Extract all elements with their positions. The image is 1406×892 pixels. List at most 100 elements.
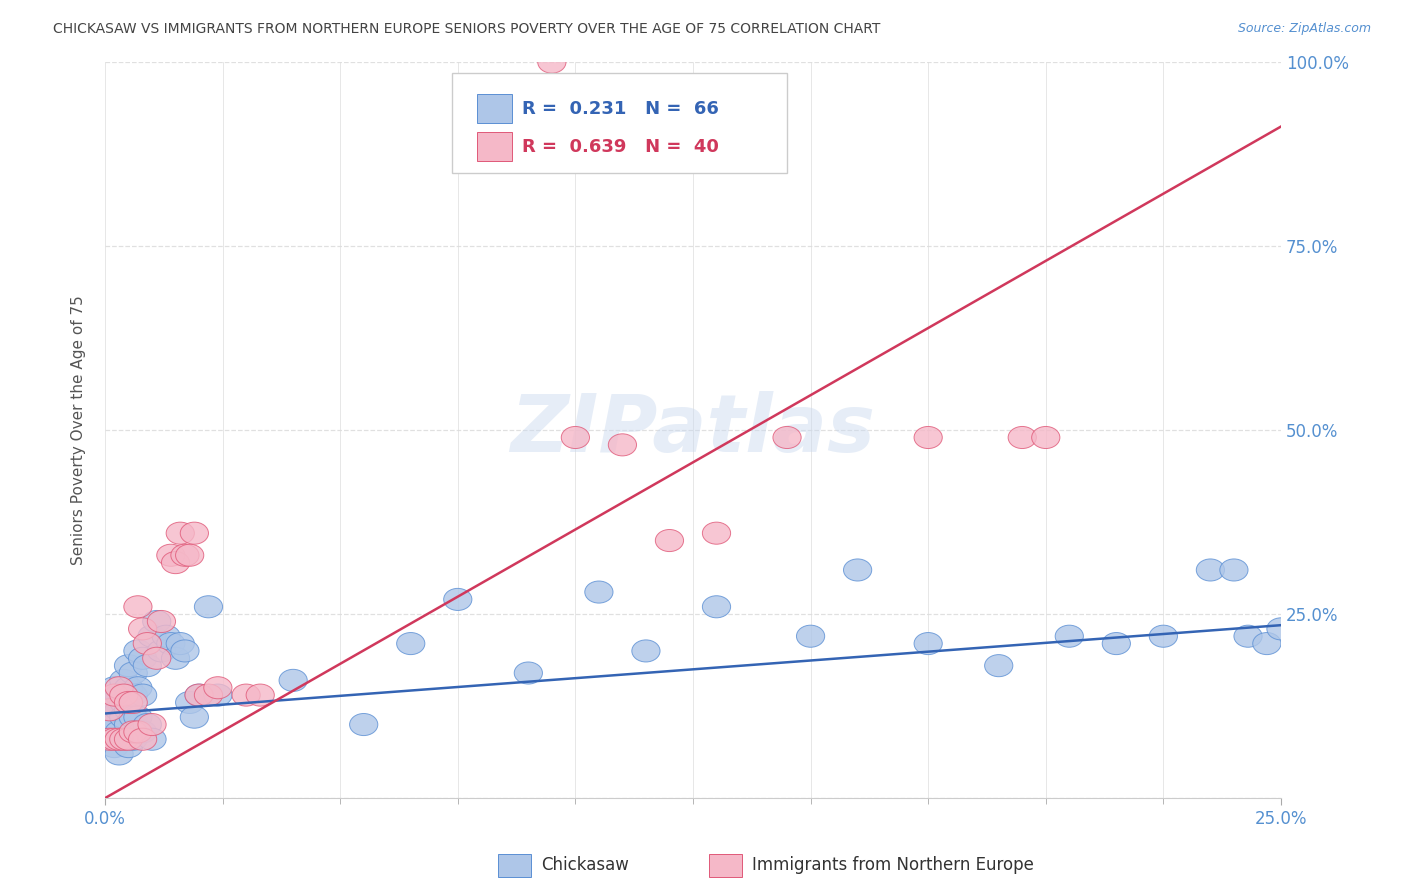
Ellipse shape bbox=[561, 426, 589, 449]
Ellipse shape bbox=[138, 625, 166, 648]
Ellipse shape bbox=[1197, 559, 1225, 581]
Ellipse shape bbox=[703, 522, 731, 544]
Ellipse shape bbox=[515, 662, 543, 684]
Ellipse shape bbox=[152, 625, 180, 648]
Ellipse shape bbox=[120, 684, 148, 706]
Ellipse shape bbox=[120, 662, 148, 684]
FancyBboxPatch shape bbox=[477, 132, 512, 161]
Ellipse shape bbox=[105, 743, 134, 765]
Ellipse shape bbox=[142, 610, 172, 632]
Ellipse shape bbox=[166, 522, 194, 544]
Text: CHICKASAW VS IMMIGRANTS FROM NORTHERN EUROPE SENIORS POVERTY OVER THE AGE OF 75 : CHICKASAW VS IMMIGRANTS FROM NORTHERN EU… bbox=[53, 22, 880, 37]
Ellipse shape bbox=[120, 691, 148, 714]
Ellipse shape bbox=[396, 632, 425, 655]
Ellipse shape bbox=[194, 684, 222, 706]
Text: Immigrants from Northern Europe: Immigrants from Northern Europe bbox=[752, 856, 1033, 874]
Ellipse shape bbox=[96, 728, 124, 750]
Ellipse shape bbox=[537, 51, 567, 73]
Ellipse shape bbox=[162, 551, 190, 574]
Ellipse shape bbox=[134, 714, 162, 736]
Ellipse shape bbox=[180, 706, 208, 728]
Ellipse shape bbox=[156, 632, 186, 655]
Ellipse shape bbox=[100, 691, 128, 714]
Ellipse shape bbox=[100, 677, 128, 698]
Ellipse shape bbox=[984, 655, 1012, 677]
Ellipse shape bbox=[609, 434, 637, 456]
Ellipse shape bbox=[204, 677, 232, 698]
Ellipse shape bbox=[1267, 618, 1295, 640]
Ellipse shape bbox=[114, 698, 142, 721]
Text: R =  0.231   N =  66: R = 0.231 N = 66 bbox=[523, 100, 720, 118]
Ellipse shape bbox=[194, 596, 222, 618]
Text: R =  0.639   N =  40: R = 0.639 N = 40 bbox=[523, 137, 720, 156]
Ellipse shape bbox=[100, 728, 128, 750]
Ellipse shape bbox=[1032, 426, 1060, 449]
Ellipse shape bbox=[128, 728, 156, 750]
Ellipse shape bbox=[176, 691, 204, 714]
Ellipse shape bbox=[114, 691, 142, 714]
Text: Source: ZipAtlas.com: Source: ZipAtlas.com bbox=[1237, 22, 1371, 36]
Ellipse shape bbox=[1008, 426, 1036, 449]
Ellipse shape bbox=[100, 736, 128, 757]
Ellipse shape bbox=[110, 684, 138, 706]
Ellipse shape bbox=[585, 581, 613, 603]
Ellipse shape bbox=[655, 530, 683, 551]
Ellipse shape bbox=[134, 655, 162, 677]
Ellipse shape bbox=[134, 632, 162, 655]
Ellipse shape bbox=[128, 684, 156, 706]
Ellipse shape bbox=[124, 677, 152, 698]
Ellipse shape bbox=[1234, 625, 1263, 648]
Ellipse shape bbox=[128, 721, 156, 743]
Ellipse shape bbox=[142, 648, 172, 669]
Ellipse shape bbox=[105, 728, 134, 750]
Ellipse shape bbox=[100, 714, 128, 736]
Ellipse shape bbox=[114, 677, 142, 698]
Ellipse shape bbox=[1102, 632, 1130, 655]
Ellipse shape bbox=[96, 698, 124, 721]
Ellipse shape bbox=[110, 669, 138, 691]
Ellipse shape bbox=[110, 691, 138, 714]
Ellipse shape bbox=[148, 610, 176, 632]
FancyBboxPatch shape bbox=[451, 73, 787, 172]
Ellipse shape bbox=[156, 544, 186, 566]
Ellipse shape bbox=[114, 736, 142, 757]
Ellipse shape bbox=[105, 684, 134, 706]
Ellipse shape bbox=[105, 698, 134, 721]
Ellipse shape bbox=[172, 640, 200, 662]
Ellipse shape bbox=[100, 684, 128, 706]
Ellipse shape bbox=[166, 632, 194, 655]
Ellipse shape bbox=[124, 721, 152, 743]
Ellipse shape bbox=[1149, 625, 1177, 648]
Ellipse shape bbox=[204, 684, 232, 706]
FancyBboxPatch shape bbox=[477, 94, 512, 123]
Ellipse shape bbox=[96, 714, 124, 736]
Ellipse shape bbox=[1054, 625, 1084, 648]
Ellipse shape bbox=[1253, 632, 1281, 655]
Ellipse shape bbox=[796, 625, 825, 648]
Ellipse shape bbox=[96, 728, 124, 750]
Ellipse shape bbox=[172, 544, 200, 566]
Ellipse shape bbox=[114, 655, 142, 677]
Ellipse shape bbox=[110, 706, 138, 728]
Ellipse shape bbox=[128, 648, 156, 669]
Ellipse shape bbox=[128, 618, 156, 640]
Text: ZIPatlas: ZIPatlas bbox=[510, 391, 876, 469]
Ellipse shape bbox=[703, 596, 731, 618]
Ellipse shape bbox=[120, 728, 148, 750]
Ellipse shape bbox=[114, 728, 142, 750]
Ellipse shape bbox=[246, 684, 274, 706]
Ellipse shape bbox=[176, 544, 204, 566]
Ellipse shape bbox=[914, 632, 942, 655]
Ellipse shape bbox=[844, 559, 872, 581]
Ellipse shape bbox=[180, 522, 208, 544]
Text: Chickasaw: Chickasaw bbox=[541, 856, 630, 874]
Ellipse shape bbox=[138, 728, 166, 750]
Ellipse shape bbox=[186, 684, 214, 706]
Ellipse shape bbox=[124, 706, 152, 728]
Ellipse shape bbox=[120, 721, 148, 743]
Ellipse shape bbox=[120, 706, 148, 728]
Ellipse shape bbox=[114, 714, 142, 736]
Ellipse shape bbox=[105, 721, 134, 743]
Ellipse shape bbox=[186, 684, 214, 706]
Ellipse shape bbox=[96, 698, 124, 721]
